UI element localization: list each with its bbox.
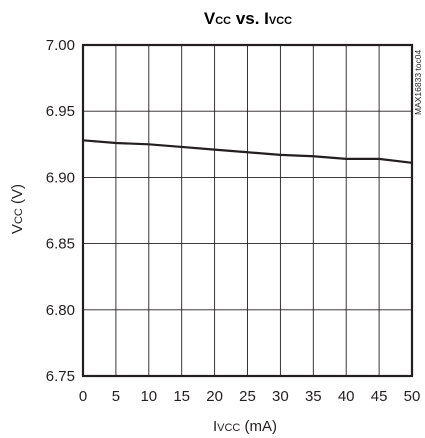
x-tick-label: 5 xyxy=(112,388,120,405)
y-tick-labels: 6.75 6.80 6.85 6.90 6.95 7.00 xyxy=(46,37,75,385)
x-tick-labels: 0 5 10 15 20 25 30 35 40 45 50 xyxy=(79,388,421,405)
y-axis-label-sub: CC xyxy=(13,208,25,224)
plot-frame xyxy=(81,43,414,378)
x-tick-label: 40 xyxy=(338,388,355,405)
x-tick-label: 0 xyxy=(79,388,87,405)
x-tick-label: 50 xyxy=(404,388,421,405)
x-axis-label: IVCC (mA) xyxy=(213,418,277,435)
chart-title-vs-i: vs. I xyxy=(231,9,269,28)
y-tick-label: 6.80 xyxy=(46,302,75,319)
chart-title-sub-vcc: VCC xyxy=(269,15,292,27)
x-axis-label-i: I xyxy=(213,418,217,435)
grid-layer xyxy=(82,44,413,377)
x-tick-label: 15 xyxy=(173,388,190,405)
y-tick-label: 7.00 xyxy=(46,37,75,54)
y-axis-label-unit: (V) xyxy=(9,184,26,208)
y-tick-label: 6.90 xyxy=(46,169,75,186)
y-tick-label: 6.95 xyxy=(46,103,75,120)
y-tick-label: 6.75 xyxy=(46,368,75,385)
x-tick-label: 45 xyxy=(371,388,388,405)
x-axis-label-sub: VCC xyxy=(217,422,240,434)
y-axis-label-v: V xyxy=(9,224,26,234)
x-tick-label: 35 xyxy=(305,388,322,405)
chart-title: VCC vs. IVCC xyxy=(204,9,292,28)
y-tick-label: 6.85 xyxy=(46,236,75,253)
x-tick-label: 10 xyxy=(140,388,157,405)
chart-title-sub-cc: CC xyxy=(215,15,231,27)
x-tick-label: 25 xyxy=(239,388,256,405)
x-tick-label: 20 xyxy=(206,388,223,405)
x-axis-label-unit: (mA) xyxy=(240,418,277,435)
chart-title-v: V xyxy=(204,9,216,28)
y-axis-label: VCC (V) xyxy=(9,184,26,234)
watermark-text: MAX16833 toc04 xyxy=(413,50,423,115)
x-tick-label: 30 xyxy=(272,388,289,405)
series-line xyxy=(82,139,413,164)
